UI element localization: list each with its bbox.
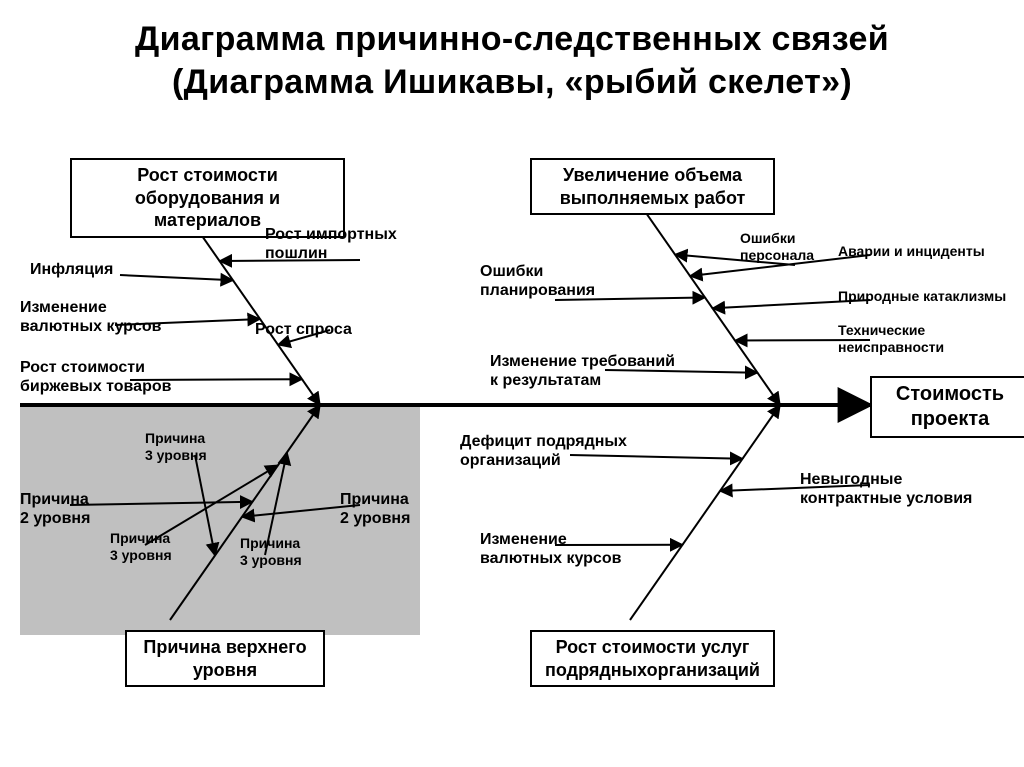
title-line-2: (Диаграмма Ишикавы, «рыбий скелет») xyxy=(0,61,1024,104)
box-bottom-left: Причина верхнего уровня xyxy=(125,630,325,687)
l-exchange-1: Изменение валютных курсов xyxy=(20,298,161,336)
l-staff-err: Ошибки персонала xyxy=(740,230,814,264)
l-cause2-l: Причина 2 уровня xyxy=(20,490,90,528)
l-bad-contract: Невыгодные контрактные условия xyxy=(800,470,972,508)
diagram-title: Диаграмма причинно-следственных связей (… xyxy=(0,18,1024,103)
box-bottom-right: Рост стоимости услуг подрядныхорганизаци… xyxy=(530,630,775,687)
diagram-canvas: Диаграмма причинно-следственных связей (… xyxy=(0,0,1024,767)
l-commodities: Рост стоимости биржевых товаров xyxy=(20,358,171,396)
l-tech-fail: Технические неисправности xyxy=(838,322,944,356)
l-req-change: Изменение требований к результатам xyxy=(490,352,675,390)
l-demand: Рост спроса xyxy=(255,320,352,339)
l-contractor-def: Дефицит подрядных организаций xyxy=(460,432,627,470)
a-inflation xyxy=(120,275,233,280)
title-line-1: Диаграмма причинно-следственных связей xyxy=(0,18,1024,61)
l-exchange-2: Изменение валютных курсов xyxy=(480,530,621,568)
l-cause2-r: Причина 2 уровня xyxy=(340,490,410,528)
l-cause3-l2: Причина 3 уровня xyxy=(240,535,302,569)
l-import-duties: Рост импортных пошлин xyxy=(265,225,397,263)
box-top-right: Увеличение объема выполняемых работ xyxy=(530,158,775,215)
l-cause3-r: Причина 3 уровня xyxy=(145,430,207,464)
l-planning-err: Ошибки планирования xyxy=(480,262,595,300)
l-nature: Природные катаклизмы xyxy=(838,288,1006,305)
l-cause3-l1: Причина 3 уровня xyxy=(110,530,172,564)
l-accidents: Аварии и инциденты xyxy=(838,243,985,260)
bone-bottom-right xyxy=(630,405,780,620)
l-inflation: Инфляция xyxy=(30,260,113,279)
effect-box: Стоимость проекта xyxy=(870,376,1024,438)
